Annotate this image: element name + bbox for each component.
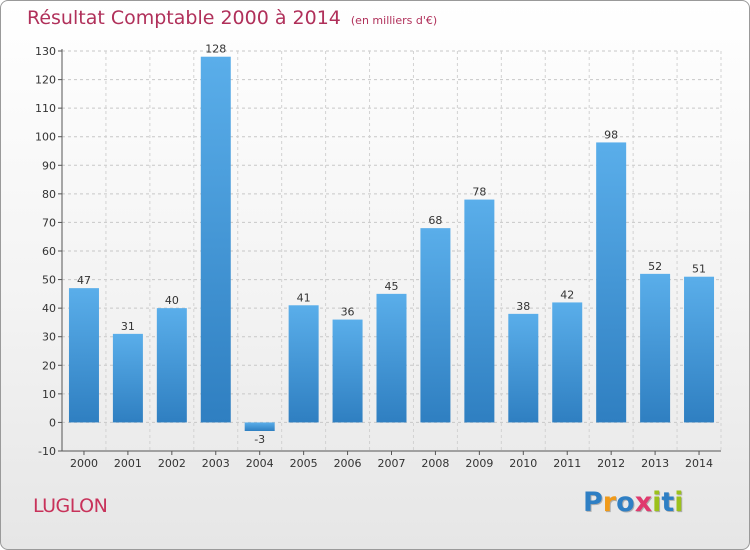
value-label-2004: -3 xyxy=(254,433,265,446)
bar-2010 xyxy=(508,313,539,423)
chart-title-block: Résultat Comptable 2000 à 2014 (en millie… xyxy=(27,7,437,29)
bar-2014 xyxy=(684,276,715,423)
bar-2002 xyxy=(156,308,187,423)
x-tick-label-2003: 2003 xyxy=(202,457,230,470)
y-tick-label: 20 xyxy=(42,359,56,372)
value-label-2010: 38 xyxy=(516,300,530,313)
logo-letter: i xyxy=(674,487,684,518)
bar-2009 xyxy=(464,199,495,423)
bar-2007 xyxy=(376,293,407,423)
y-tick-label: 110 xyxy=(35,102,56,115)
bar-2011 xyxy=(552,302,583,423)
value-label-2005: 41 xyxy=(297,291,311,304)
x-tick-label-2012: 2012 xyxy=(597,457,625,470)
y-tick-label: 50 xyxy=(42,274,56,287)
x-tick-label-2004: 2004 xyxy=(246,457,274,470)
bar-2006 xyxy=(332,319,363,423)
x-tick-label-2008: 2008 xyxy=(421,457,449,470)
y-tick-label: 90 xyxy=(42,159,56,172)
y-tick-label: 70 xyxy=(42,216,56,229)
bar-2004 xyxy=(244,422,275,431)
bar-2008 xyxy=(420,228,451,423)
x-tick-label-2001: 2001 xyxy=(114,457,142,470)
x-tick-label-2009: 2009 xyxy=(465,457,493,470)
y-tick-label: 40 xyxy=(42,302,56,315)
x-tick-label-2014: 2014 xyxy=(685,457,713,470)
value-label-2008: 68 xyxy=(428,214,442,227)
value-label-2007: 45 xyxy=(385,280,399,293)
logo-letter: t xyxy=(661,487,675,518)
y-tick-label: 100 xyxy=(35,131,56,144)
axes: -10 0 10 20 30 40 50 60 70 80 90 100 110 120 130 2000 20… xyxy=(35,45,721,470)
logo-letter: r xyxy=(602,487,617,518)
y-tick-label: 120 xyxy=(35,74,56,87)
y-tick-label: 30 xyxy=(42,331,56,344)
x-tick-label-2007: 2007 xyxy=(378,457,406,470)
chart-subtitle: (en milliers d'€) xyxy=(350,14,438,27)
value-label-2000: 47 xyxy=(77,274,91,287)
value-label-2006: 36 xyxy=(341,306,355,319)
bars xyxy=(68,56,715,431)
value-label-2009: 78 xyxy=(472,186,486,199)
value-label-2013: 52 xyxy=(648,260,662,273)
value-label-2001: 31 xyxy=(121,320,135,333)
place-name: LUGLON xyxy=(33,495,108,517)
bar-2012 xyxy=(596,142,627,423)
bar-2013 xyxy=(640,273,671,423)
value-labels: 47 31 40 128 -3 41 36 45 68 78 38 42 98 52 51 xyxy=(77,43,706,446)
value-label-2011: 42 xyxy=(560,288,574,301)
x-tick-label-2006: 2006 xyxy=(334,457,362,470)
bar-2005 xyxy=(288,305,319,423)
x-tick-label-2005: 2005 xyxy=(290,457,318,470)
logo-letter: P xyxy=(583,487,603,518)
logo-letter: x xyxy=(634,487,653,518)
logo-letter: i xyxy=(652,487,662,518)
y-tick-label: 80 xyxy=(42,188,56,201)
x-tick-label-2000: 2000 xyxy=(70,457,98,470)
value-label-2012: 98 xyxy=(604,128,618,141)
y-tick-label: 10 xyxy=(42,388,56,401)
bar-2003 xyxy=(200,56,231,423)
value-label-2014: 51 xyxy=(692,263,706,276)
x-tick-label-2010: 2010 xyxy=(509,457,537,470)
x-tick-label-2011: 2011 xyxy=(553,457,581,470)
logo-letter: o xyxy=(616,487,635,518)
value-label-2002: 40 xyxy=(165,294,179,307)
x-tick-label-2002: 2002 xyxy=(158,457,186,470)
y-tick-label: -10 xyxy=(38,445,56,458)
y-tick-label: 0 xyxy=(49,416,56,429)
proxiti-logo: Proxiti xyxy=(583,487,684,527)
chart-title: Résultat Comptable 2000 à 2014 xyxy=(27,7,341,29)
y-tick-label: 60 xyxy=(42,245,56,258)
bar-2001 xyxy=(112,333,143,423)
y-tick-label: 130 xyxy=(35,45,56,58)
x-tick-label-2013: 2013 xyxy=(641,457,669,470)
bar-2000 xyxy=(68,288,99,423)
value-label-2003: 128 xyxy=(205,43,226,56)
